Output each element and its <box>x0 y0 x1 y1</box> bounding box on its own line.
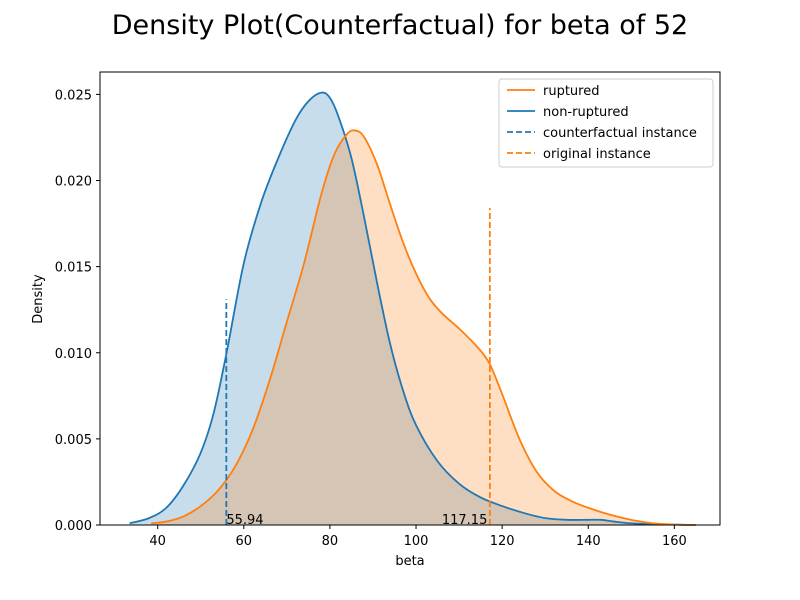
x-tick-label: 120 <box>490 534 515 549</box>
plot-frame <box>99 71 721 526</box>
legend-box <box>498 78 714 168</box>
axes: 40 60 80 100 120 140 160 0.000 0.005 0.010 0.015 0.… <box>55 88 687 549</box>
density-fill-ruptured <box>151 130 696 525</box>
y-tick-label: 0.010 <box>55 347 92 362</box>
y-tick-label: 0.005 <box>55 433 92 448</box>
y-tick-label: 0.015 <box>55 261 92 276</box>
x-tick-label: 140 <box>576 534 601 549</box>
chart-title: Density Plot(Counterfactual) for beta of… <box>112 10 688 41</box>
x-tick-label: 40 <box>149 534 166 549</box>
legend-label: ruptured <box>543 84 599 99</box>
legend-label: original instance <box>543 147 651 162</box>
vline-label-counterfactual-instance: 55.94 <box>226 513 263 528</box>
plot-area: 55.94 117.15 <box>129 91 696 528</box>
y-tick-label: 0.025 <box>55 88 92 103</box>
y-tick-label: 0.020 <box>55 175 92 190</box>
x-axis-label: beta <box>395 554 424 569</box>
vline-label-original-instance: 117.15 <box>442 513 488 528</box>
density-line-non-ruptured <box>129 91 696 526</box>
x-tick-label: 160 <box>662 534 687 549</box>
legend-label: non-ruptured <box>543 105 629 120</box>
density-fill-non-ruptured <box>129 92 696 526</box>
y-tick-label: 0.000 <box>55 519 92 534</box>
x-tick-label: 60 <box>236 534 253 549</box>
density-line-ruptured <box>151 129 696 526</box>
legend-label: counterfactual instance <box>543 126 697 141</box>
x-tick-label: 100 <box>404 534 429 549</box>
y-axis-label: Density <box>31 274 46 324</box>
x-tick-label: 80 <box>322 534 339 549</box>
legend: ruptured non-ruptured counterfactual insta… <box>498 78 714 168</box>
